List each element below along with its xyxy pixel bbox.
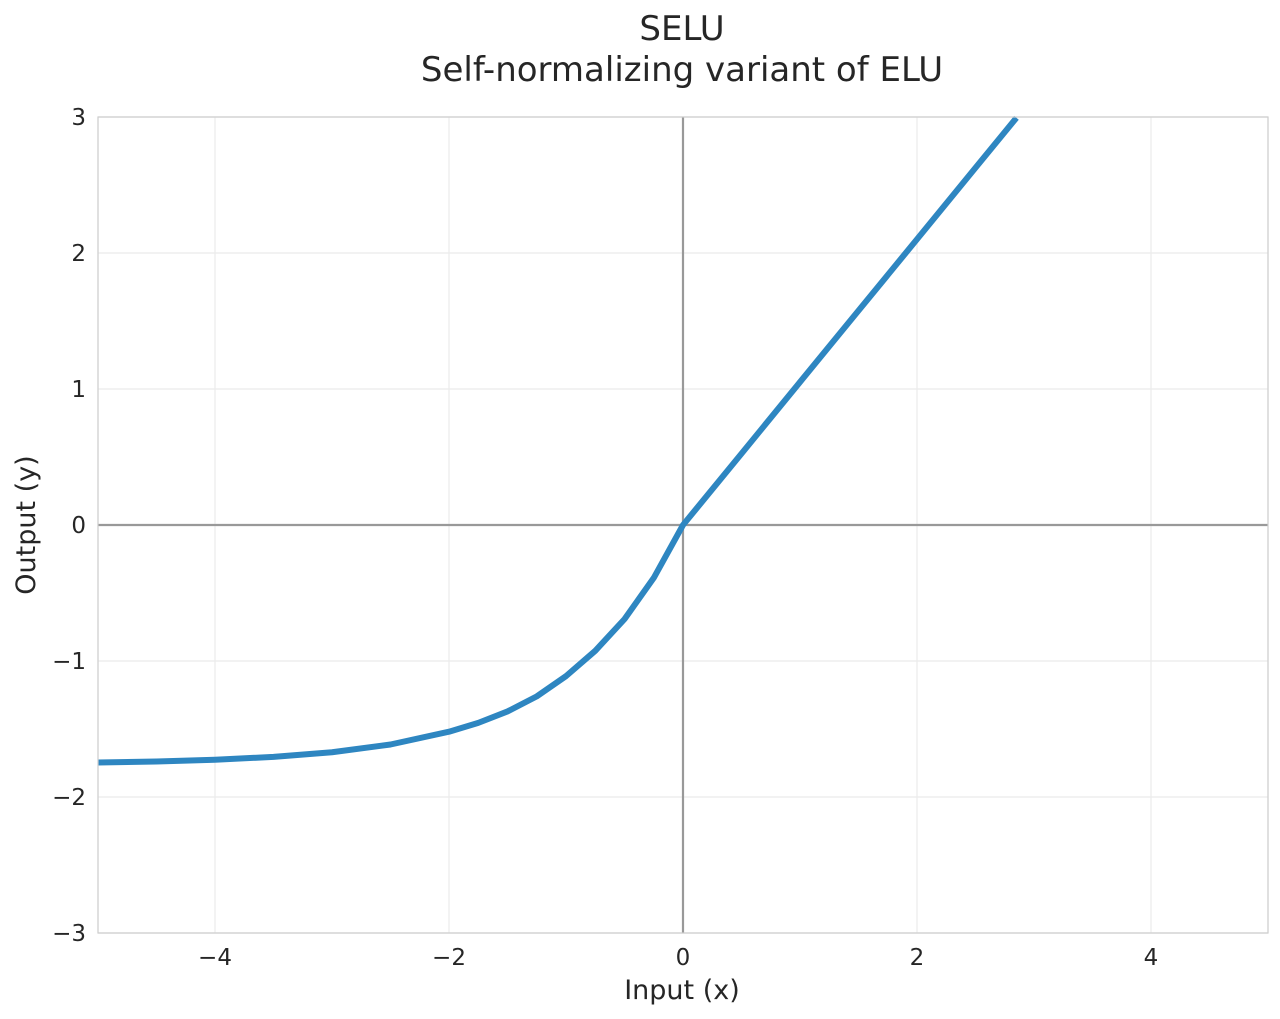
y-axis: −3 −2 −1 0 1 2 3 bbox=[52, 105, 86, 947]
selu-series-line bbox=[97, 115, 1019, 766]
x-tick-label: 0 bbox=[676, 945, 691, 971]
x-tick-label: −2 bbox=[432, 945, 466, 971]
y-tick-label: 0 bbox=[71, 513, 86, 539]
chart-subtitle: Self-normalizing variant of ELU bbox=[421, 50, 943, 90]
y-tick-label: 3 bbox=[71, 105, 86, 131]
plot-area bbox=[97, 115, 1019, 766]
x-axis-label: Input (x) bbox=[624, 975, 740, 1006]
plot-frame bbox=[97, 116, 1269, 934]
x-tick-label: 2 bbox=[910, 945, 925, 971]
y-axis-label: Output (y) bbox=[11, 455, 42, 594]
y-tick-label: 2 bbox=[71, 241, 86, 267]
x-tick-label: −4 bbox=[198, 945, 232, 971]
y-tick-label: −2 bbox=[52, 785, 86, 811]
chart-title: SELU bbox=[639, 9, 724, 49]
y-tick-label: −3 bbox=[52, 921, 86, 947]
y-tick-label: 1 bbox=[71, 377, 86, 403]
x-axis: −4 −2 0 2 4 bbox=[198, 945, 1158, 971]
y-tick-label: −1 bbox=[52, 649, 86, 675]
x-tick-label: 4 bbox=[1144, 945, 1159, 971]
